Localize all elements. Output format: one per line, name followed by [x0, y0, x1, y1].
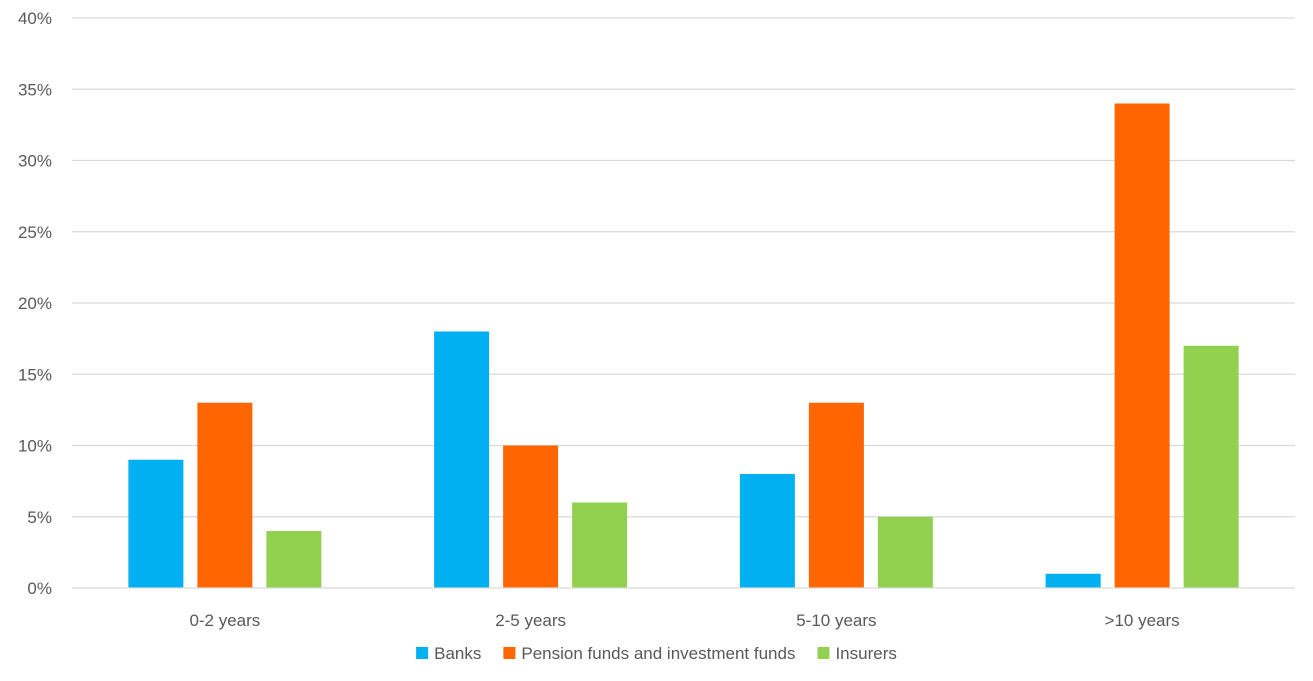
bars [128, 103, 1239, 588]
gridlines [72, 17, 1295, 518]
bar-banks-1 [434, 331, 490, 588]
legend-label: Banks [434, 644, 481, 663]
x-axis-tick-labels: 0-2 years 2-5 years 5-10 years >10 years [189, 611, 1179, 630]
legend-label: Pension funds and investment funds [521, 644, 795, 663]
bar-banks-3 [1045, 573, 1101, 588]
bar-pension-funds-and-investment-funds-3 [1114, 103, 1170, 588]
bar-insurers-3 [1183, 345, 1239, 588]
y-tick-label: 5% [27, 508, 52, 527]
y-tick-label: 20% [18, 294, 52, 313]
legend-item-insurers: Insurers [817, 644, 897, 663]
legend-swatch [503, 647, 516, 659]
y-tick-label: 30% [18, 152, 52, 171]
y-tick-label: 0% [27, 579, 52, 598]
x-tick-label: 2-5 years [495, 611, 566, 630]
legend-label: Insurers [835, 644, 896, 663]
legend-item-pension-funds-and-investment-funds: Pension funds and investment funds [503, 644, 795, 663]
bar-banks-0 [128, 459, 184, 588]
y-tick-label: 10% [18, 437, 52, 456]
bar-pension-funds-and-investment-funds-0 [197, 402, 253, 588]
y-tick-label: 40% [18, 9, 52, 28]
x-tick-label: >10 years [1105, 611, 1180, 630]
legend-swatch [416, 647, 429, 659]
bar-banks-2 [739, 474, 795, 588]
bar-insurers-0 [266, 531, 322, 588]
legend-item-banks: Banks [416, 644, 481, 663]
y-tick-label: 25% [18, 223, 52, 242]
bar-insurers-1 [572, 502, 628, 588]
y-axis-tick-labels: 0% 5% 10% 15% 20% 25% 30% 35% 40% [18, 9, 52, 598]
legend-swatch [817, 647, 830, 659]
bar-pension-funds-and-investment-funds-1 [503, 445, 559, 588]
y-tick-label: 15% [18, 365, 52, 384]
legend: Banks Pension funds and investment funds I… [416, 644, 897, 663]
bar-insurers-2 [877, 516, 933, 588]
x-tick-label: 5-10 years [796, 611, 876, 630]
y-tick-label: 35% [18, 80, 52, 99]
x-tick-label: 0-2 years [189, 611, 260, 630]
bar-pension-funds-and-investment-funds-2 [808, 402, 864, 588]
